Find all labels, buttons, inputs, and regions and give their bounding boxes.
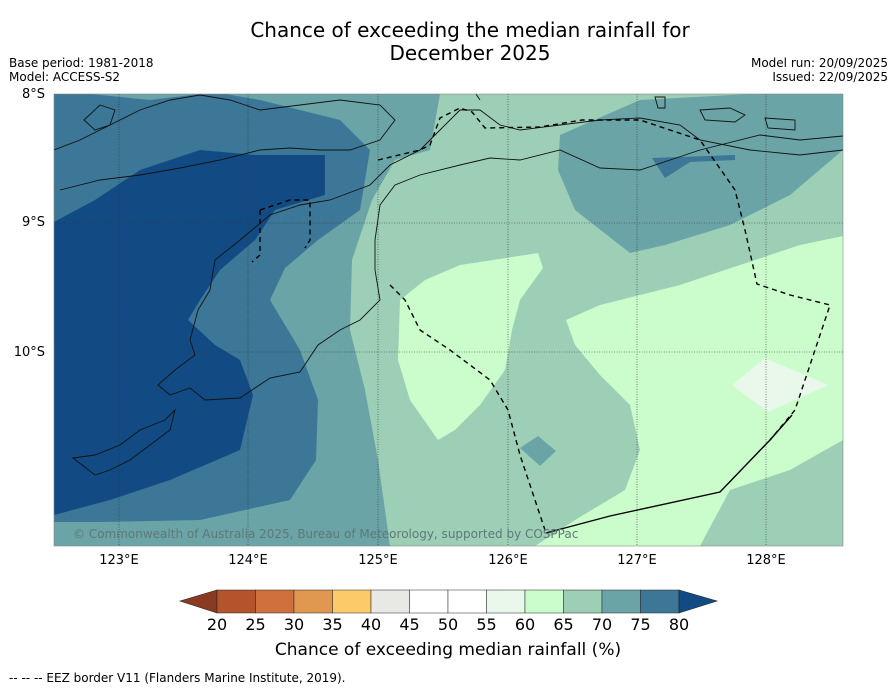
colorbar-extend-high — [678, 589, 719, 614]
colorbar-tick-25: 25 — [245, 615, 266, 634]
model-run: Model run: 20/09/2025 — [750, 56, 888, 70]
colorbar-extend-low — [178, 589, 218, 614]
colorbar-tick-65: 65 — [553, 615, 574, 634]
lat-label-10s: 10°S — [13, 345, 45, 360]
lon-label-127e: 127°E — [617, 553, 657, 568]
zone-above-80-west — [54, 150, 325, 515]
lat-label-9s: 9°S — [21, 215, 45, 230]
base-period: Base period: 1981-2018 — [9, 56, 154, 70]
colorbar-bin-55-60 — [486, 589, 526, 614]
lat-label-8s: 8°S — [21, 87, 45, 102]
zone-60-65-central — [398, 253, 543, 440]
colorbar-tick-20: 20 — [206, 615, 228, 634]
colorbar-bin-60-65 — [524, 589, 564, 614]
meta-left: Base period: 1981-2018 Model: ACCESS-S2 — [9, 56, 154, 84]
colorbar-tick-30: 30 — [283, 615, 305, 634]
colorbar-tick-40: 40 — [360, 615, 382, 634]
eez-border-solid — [545, 414, 793, 534]
colorbar-tick-45: 45 — [399, 615, 420, 634]
zone-55-60 — [732, 358, 828, 412]
colorbar-tick-35: 35 — [322, 615, 343, 634]
colorbar-bin-65-70 — [563, 589, 603, 614]
meta-right: Model run: 20/09/2025 Issued: 22/09/2025 — [751, 56, 888, 84]
copyright-watermark: © Commonwealth of Australia 2025, Bureau… — [73, 527, 579, 541]
lon-label-126e: 126°E — [488, 553, 528, 568]
eez-footnote: -- -- -- EEZ border V11 (Flanders Marine… — [9, 671, 346, 685]
colorbar-bin-20-25 — [216, 589, 256, 614]
colorbar-bin-75-80 — [640, 589, 680, 614]
issued-date: Issued: 22/09/2025 — [772, 70, 888, 84]
lon-label-124e: 124°E — [228, 553, 268, 568]
colorbar-tick-50: 50 — [437, 615, 459, 634]
model-name: Model: ACCESS-S2 — [9, 70, 121, 84]
title-line-2: December 2025 — [389, 41, 551, 65]
zone-70-75-east — [558, 94, 843, 253]
map-title: Chance of exceeding the median rainfall … — [170, 19, 770, 65]
lon-label-128e: 128°E — [746, 553, 786, 568]
colorbar-bin-25-30 — [255, 589, 295, 614]
colorbar-bin-50-55 — [447, 589, 487, 614]
colorbar-tick-55: 55 — [476, 615, 497, 634]
colorbar-bin-70-75 — [601, 589, 641, 614]
colorbar-tick-60: 60 — [514, 615, 536, 634]
lon-label-125e: 125°E — [358, 553, 398, 568]
gridlines — [54, 94, 843, 546]
zone-60-65-east — [535, 236, 843, 546]
colorbar-title: Chance of exceeding median rainfall (%) — [274, 640, 622, 660]
eez-border — [251, 107, 831, 534]
colorbar-bin-35-40 — [332, 589, 372, 614]
colorbar — [178, 589, 719, 614]
colorbar-bin-30-35 — [293, 589, 333, 614]
colorbar-tick-75: 75 — [630, 615, 651, 634]
colorbar-tick-80: 80 — [668, 615, 690, 634]
colorbar-tick-70: 70 — [591, 615, 613, 634]
colorbar-bin-45-50 — [409, 589, 449, 614]
probability-field — [54, 94, 843, 546]
lon-label-123e: 123°E — [99, 553, 139, 568]
zone-70-75-patch — [520, 436, 556, 466]
colorbar-bin-40-45 — [370, 589, 410, 614]
title-line-1: Chance of exceeding the median rainfall … — [250, 18, 690, 42]
map-frame — [53, 93, 844, 547]
